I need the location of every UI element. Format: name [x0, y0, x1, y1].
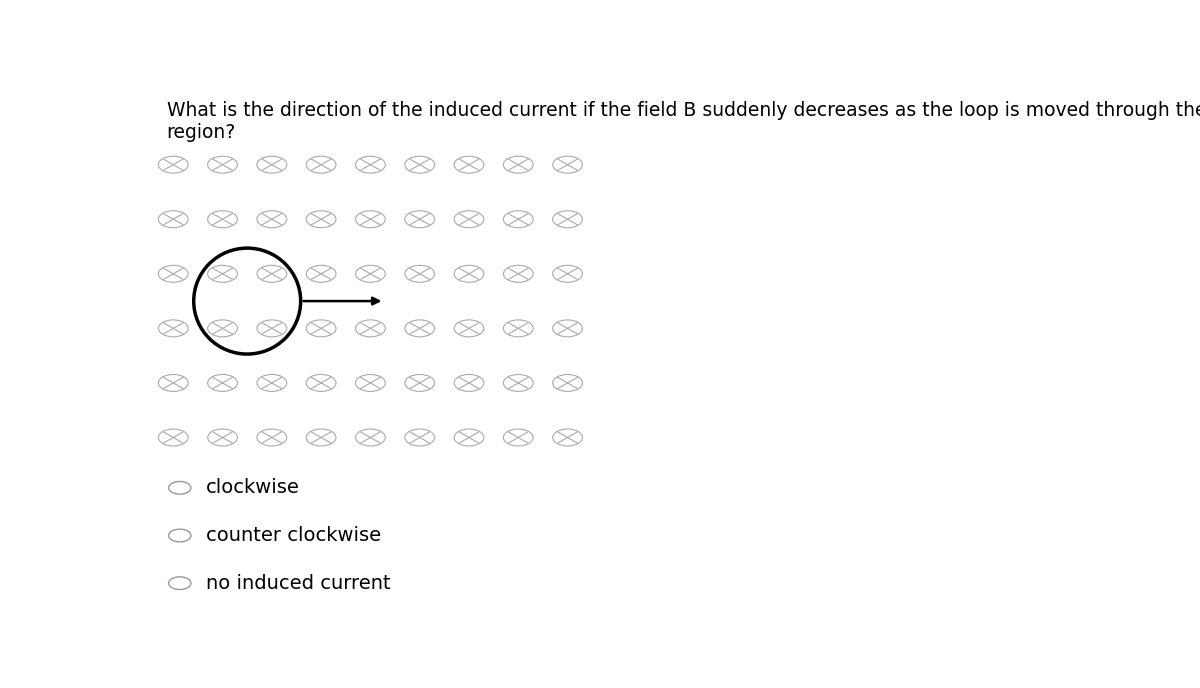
- Text: clockwise: clockwise: [206, 478, 300, 497]
- Text: counter clockwise: counter clockwise: [206, 526, 380, 545]
- Text: no induced current: no induced current: [206, 574, 390, 592]
- Text: What is the direction of the induced current if the field B suddenly decreases a: What is the direction of the induced cur…: [167, 101, 1200, 142]
